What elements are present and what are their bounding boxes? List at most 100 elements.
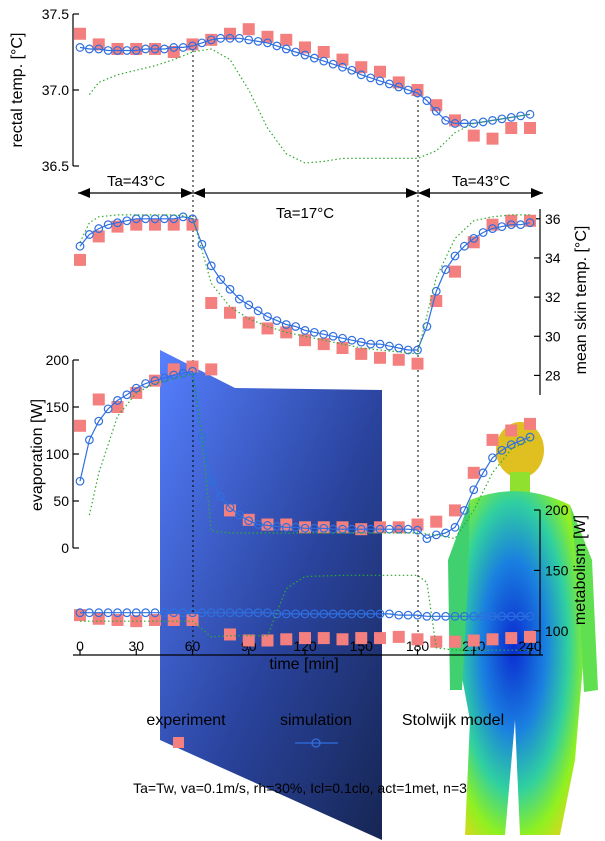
panel-1-series-stolwijk-model [89,49,530,163]
experiment-marker [374,632,386,644]
experiment-marker [524,418,536,430]
y-axis-label: rectal temp. [°C] [9,33,26,148]
experiment-marker [280,633,292,645]
experiment-marker [74,28,86,40]
conditions-footnote: Ta=Tw, va=0.1m/s, rh=30%, Icl=0.1clo, ac… [133,780,467,796]
panel-3-axis: 200 150 100 50 0 evaporation [W] [29,352,79,556]
experiment-marker [168,614,180,626]
experiment-marker [374,352,386,364]
experiment-marker [130,219,142,231]
y-tick-label: 0 [61,540,69,556]
experiment-marker [468,130,480,142]
experiment-marker [112,614,124,626]
panel-2-series-experiment [74,215,536,370]
experiment-marker [524,215,536,227]
experiment-marker [449,266,461,278]
y-tick-label: 50 [53,493,69,509]
experiment-marker [393,631,405,643]
stolwijk-line [89,49,530,163]
experiment-marker [337,633,349,645]
experiment-marker [337,521,349,533]
experiment-marker [318,46,330,58]
experiment-marker [318,632,330,644]
experiment-marker [430,99,442,111]
legend-experiment-marker [173,737,184,748]
experiment-marker [74,420,86,432]
experiment-marker [430,636,442,648]
experiment-marker [374,66,386,78]
experiment-marker [412,633,424,645]
experiment-marker [224,307,236,319]
x-axis-label: time [min] [269,656,338,673]
experiment-marker [93,393,105,405]
panel-2-series-simulation [76,213,534,354]
experiment-marker [280,34,292,46]
experiment-marker [280,519,292,531]
y-tick-label: 150 [545,562,569,578]
experiment-marker [487,434,499,446]
experiment-marker [262,322,274,334]
experiment-marker [74,254,86,266]
y-tick-label: 100 [545,623,569,639]
y-tick-label: 37.0 [42,82,69,98]
y-tick-label: 100 [46,446,70,462]
experiment-marker [505,632,517,644]
experiment-marker [243,635,255,647]
experiment-marker [430,516,442,528]
y-tick-label: 37.5 [42,6,69,22]
y-tick-label: 32 [545,289,561,305]
experiment-marker [168,219,180,231]
legend-stolwijk-label: Stolwijk model [402,712,504,729]
experiment-marker [393,354,405,366]
y-tick-label: 200 [545,502,569,518]
experiment-marker [374,521,386,533]
experiment-marker [487,633,499,645]
y-tick-label: 34 [545,250,561,266]
y-tick-label: 36.5 [42,158,69,174]
x-tick-label: 30 [128,638,144,654]
experiment-marker [449,504,461,516]
experiment-marker [505,122,517,134]
experiment-marker [205,297,217,309]
legend-simulation-label: simulation [280,712,352,729]
experiment-marker [393,521,405,533]
y-tick-label: 150 [46,399,70,415]
y-tick-label: 200 [46,352,70,368]
experiment-marker [355,632,367,644]
experiment-marker [299,632,311,644]
experiment-marker [449,636,461,648]
experiment-marker [243,317,255,329]
experiment-marker [205,363,217,375]
y-axis-label: mean skin temp. [°C] [573,226,590,375]
experiment-marker [524,631,536,643]
experiment-marker [355,348,367,360]
y-tick-label: 28 [545,367,561,383]
experiment-marker [243,23,255,35]
y-tick-label: 30 [545,328,561,344]
panel-2-axis: 36 34 32 30 28 mean skin temp. [°C] [534,209,590,395]
experiment-marker [224,628,236,640]
y-tick-label: 36 [545,211,561,227]
experiment-marker [505,425,517,437]
y-axis-label: metabolism [W] [572,515,589,625]
experiment-marker [318,338,330,350]
experiment-marker [412,358,424,370]
experiment-marker [299,334,311,346]
experiment-marker [487,133,499,145]
stolwijk-line [80,215,530,354]
experiment-marker [412,519,424,531]
period-label-2: Ta=17°C [276,205,334,222]
period-label-3: Ta=43°C [452,173,510,190]
experiment-marker [468,635,480,647]
experiment-marker [74,609,86,621]
y-axis-label: evaporation [W] [29,399,46,511]
x-tick-label: 0 [76,638,84,654]
simulation-line [80,217,530,350]
experiment-marker [468,467,480,479]
experiment-marker [149,614,161,626]
period-label-1: Ta=43°C [107,173,165,190]
experiment-marker [262,31,274,43]
panel-1-axis: 37.5 37.0 36.5 rectal temp. [°C] [9,6,79,174]
experiment-marker [93,613,105,625]
